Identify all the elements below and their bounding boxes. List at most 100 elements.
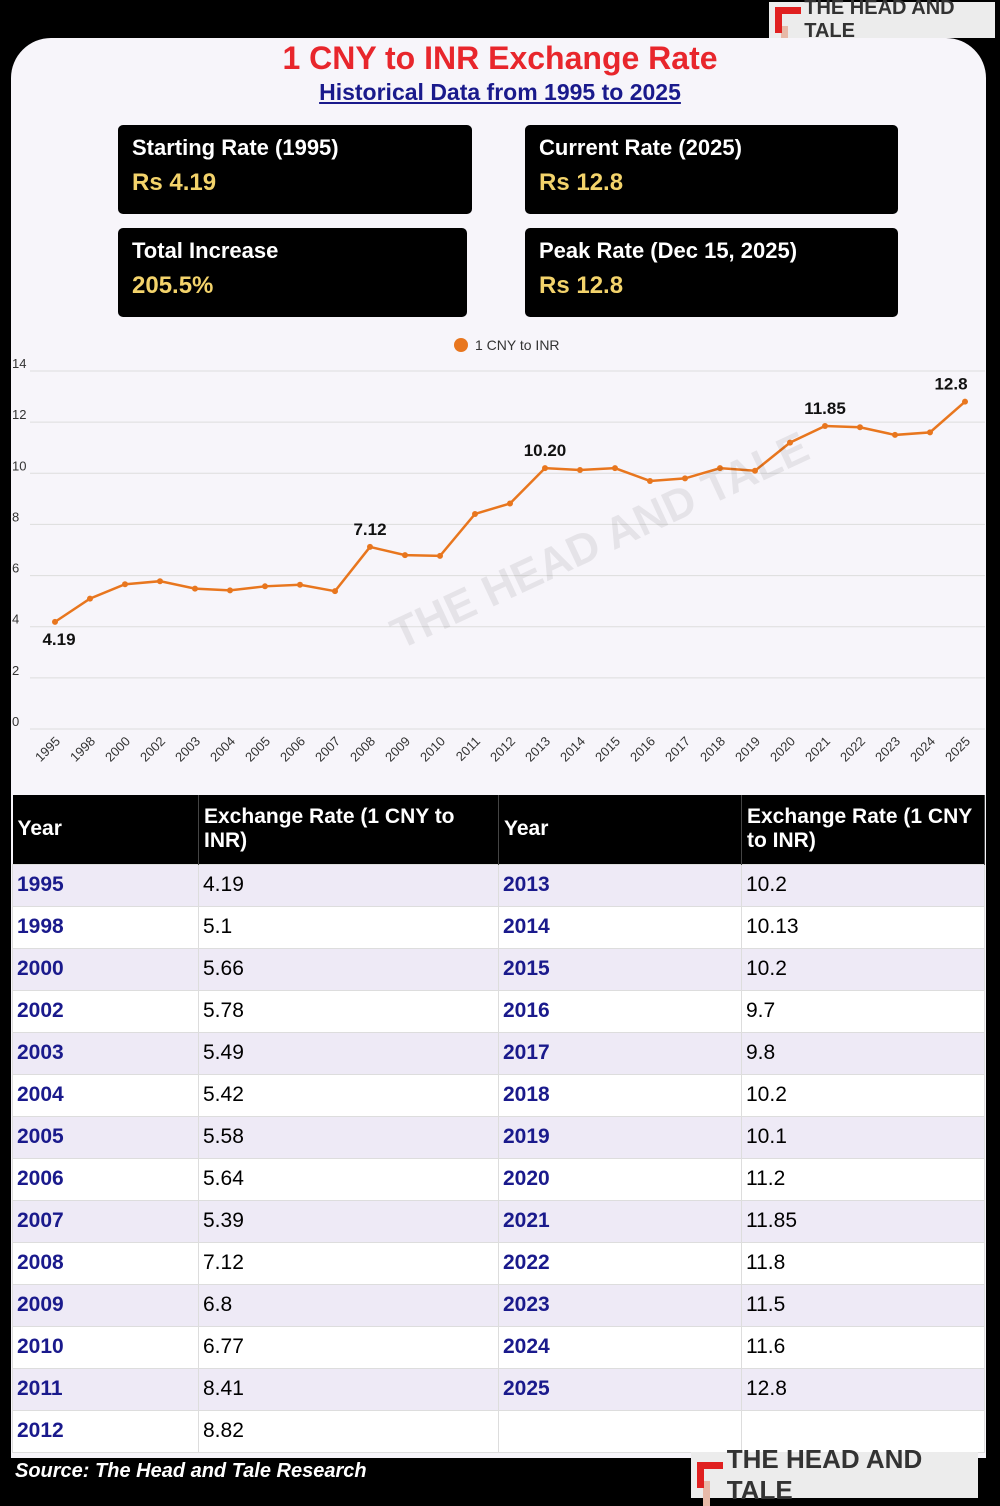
table-row: 2000 5.66 2015 10.2	[12, 947, 985, 991]
data-point	[682, 475, 688, 482]
x-tick-label: 2010	[417, 734, 448, 765]
rate-cell: 5.58	[198, 1115, 499, 1159]
rate-cell: 10.13	[741, 905, 985, 949]
data-table: Year Exchange Rate (1 CNY to INR) Year E…	[12, 795, 985, 1453]
y-tick-label: 8	[12, 509, 19, 524]
brand-logo-bottom: THE HEAD AND TALE	[691, 1444, 978, 1505]
year-cell: 2022	[498, 1241, 742, 1285]
brand-logo-top: THE HEAD AND TALE	[769, 0, 995, 42]
table-row: 2005 5.58 2019 10.1	[12, 1115, 985, 1159]
y-tick-label: 10	[12, 458, 26, 473]
year-cell: 1995	[12, 863, 199, 907]
year-cell: 2014	[498, 905, 742, 949]
x-tick-label: 2005	[242, 734, 273, 765]
x-tick-label: 2007	[312, 734, 343, 765]
year-cell: 2021	[498, 1199, 742, 1243]
y-tick-label: 6	[12, 561, 19, 576]
rate-cell: 7.12	[198, 1241, 499, 1285]
data-point	[892, 431, 898, 438]
rate-cell: 10.1	[741, 1115, 985, 1159]
stat-label: Total Increase	[132, 238, 279, 263]
header-rate: Exchange Rate (1 CNY to INR)	[198, 795, 499, 864]
table-row: 2006 5.64 2020 11.2	[12, 1157, 985, 1201]
header-year: Year	[498, 795, 742, 864]
table-row: 2004 5.42 2018 10.2	[12, 1073, 985, 1117]
x-tick-label: 2017	[662, 734, 693, 765]
x-tick-label: 2011	[453, 734, 483, 764]
year-cell: 2008	[12, 1241, 199, 1285]
year-cell: 2017	[498, 1031, 742, 1075]
rate-cell: 11.5	[741, 1283, 985, 1327]
rate-cell: 9.7	[741, 989, 985, 1033]
rate-cell: 12.8	[741, 1367, 985, 1411]
y-tick-label: 4	[12, 612, 19, 627]
logo-mark-icon	[775, 7, 802, 33]
year-cell: 2010	[12, 1325, 199, 1369]
stat-label: Starting Rate (1995)	[132, 135, 339, 160]
x-tick-label: 2000	[102, 734, 133, 765]
x-tick-label: 2020	[767, 734, 798, 765]
data-point	[122, 581, 128, 588]
header-rate: Exchange Rate (1 CNY to INR)	[741, 795, 985, 864]
year-cell: 2000	[12, 947, 199, 991]
rate-cell: 5.78	[198, 989, 499, 1033]
x-tick-label: 2023	[872, 734, 903, 765]
stat-starting-rate: Starting Rate (1995) Rs 4.19	[118, 125, 472, 214]
year-cell: 2005	[12, 1115, 199, 1159]
x-tick-label: 2009	[382, 734, 413, 765]
data-point	[787, 439, 793, 446]
year-cell: 2006	[12, 1157, 199, 1201]
stat-label: Peak Rate (Dec 15, 2025)	[539, 238, 798, 263]
year-cell: 2020	[498, 1157, 742, 1201]
data-point	[87, 595, 93, 602]
year-cell: 2002	[12, 989, 199, 1033]
x-tick-label: 2021	[802, 734, 833, 765]
legend-label: 1 CNY to INR	[475, 337, 560, 353]
data-point	[962, 398, 968, 405]
x-tick-label: 2018	[697, 734, 728, 765]
stat-value: Rs 12.8	[539, 272, 624, 299]
data-point	[402, 552, 408, 559]
rate-cell: 5.1	[198, 905, 499, 949]
data-point	[752, 467, 758, 474]
header-year: Year	[12, 795, 199, 864]
year-cell: 1998	[12, 905, 199, 949]
table-row: 2003 5.49 2017 9.8	[12, 1031, 985, 1075]
stat-value: 205.5%	[132, 272, 214, 299]
rate-cell: 11.85	[741, 1199, 985, 1243]
year-cell	[498, 1409, 742, 1453]
rate-cell: 5.66	[198, 947, 499, 991]
year-cell: 2023	[498, 1283, 742, 1327]
x-tick-label: 2003	[172, 734, 203, 765]
data-point	[192, 585, 198, 592]
data-label: 4.19	[42, 630, 75, 649]
data-point	[52, 618, 58, 625]
rate-cell: 11.8	[741, 1241, 985, 1285]
year-cell: 2003	[12, 1031, 199, 1075]
table-row: 2008 7.12 2022 11.8	[12, 1241, 985, 1285]
watermark-text: THE HEAD AND TALE	[384, 423, 817, 660]
year-cell: 2004	[12, 1073, 199, 1117]
year-cell: 2019	[498, 1115, 742, 1159]
year-cell: 2012	[12, 1409, 199, 1453]
year-cell: 2018	[498, 1073, 742, 1117]
year-cell: 2007	[12, 1199, 199, 1243]
rate-cell: 4.19	[198, 863, 499, 907]
y-tick-label: 2	[12, 663, 19, 678]
page-title: 1 CNY to INR Exchange Rate	[282, 40, 718, 76]
table-row: 1995 4.19 2013 10.2	[12, 863, 985, 907]
x-tick-label: 2013	[522, 734, 553, 765]
x-tick-label: 2019	[732, 734, 763, 765]
rate-cell: 5.42	[198, 1073, 499, 1117]
stat-current-rate: Current Rate (2025) Rs 12.8	[525, 125, 898, 214]
rate-cell: 8.41	[198, 1367, 499, 1411]
rate-cell: 5.64	[198, 1157, 499, 1201]
year-cell: 2009	[12, 1283, 199, 1327]
x-tick-label: 1995	[32, 734, 63, 765]
data-point	[367, 543, 373, 550]
year-cell: 2024	[498, 1325, 742, 1369]
x-tick-label: 2022	[837, 734, 868, 765]
data-point	[437, 552, 443, 559]
rate-cell: 5.49	[198, 1031, 499, 1075]
brand-text: THE HEAD AND TALE	[726, 1444, 923, 1505]
